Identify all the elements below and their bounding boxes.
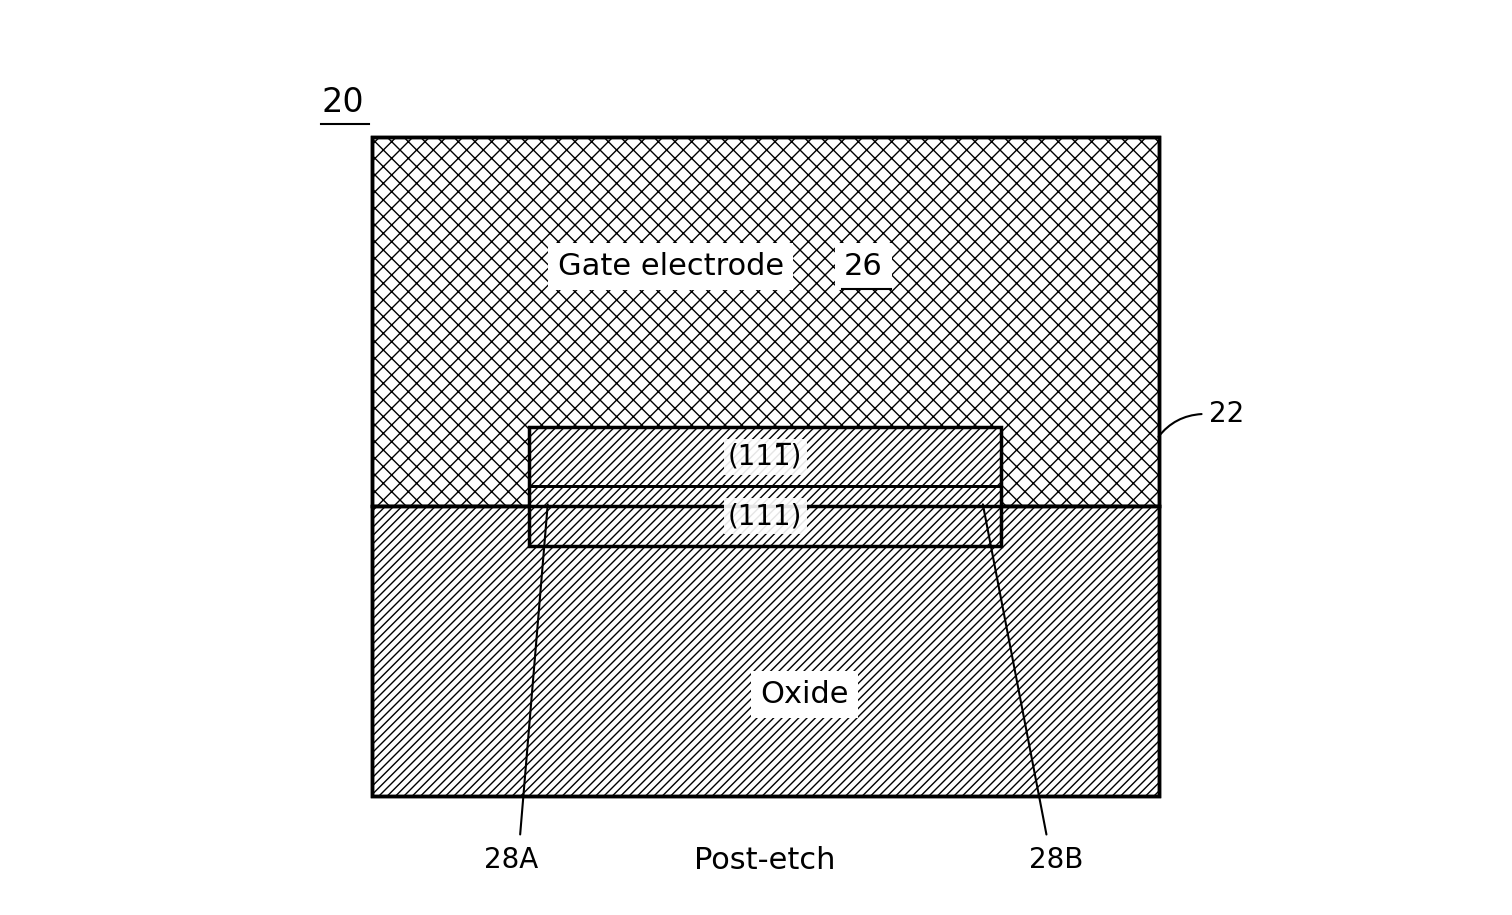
Bar — [372, 137, 1158, 796]
Text: 26: 26 — [844, 252, 883, 281]
Bar — [372, 137, 1158, 506]
Text: Post-etch: Post-etch — [694, 845, 836, 875]
Text: 22: 22 — [1210, 400, 1244, 428]
Text: Gate electrode: Gate electrode — [558, 252, 783, 281]
Bar — [529, 487, 1001, 545]
Text: 28B: 28B — [1030, 846, 1083, 874]
Text: 20: 20 — [322, 86, 364, 119]
Bar — [529, 427, 1001, 487]
Text: Oxide: Oxide — [761, 680, 848, 709]
Text: (111): (111) — [727, 502, 803, 530]
Text: (111̅): (111̅) — [727, 443, 803, 471]
Bar — [529, 427, 1001, 545]
Text: 28A: 28A — [484, 846, 538, 874]
Bar — [372, 506, 1158, 796]
